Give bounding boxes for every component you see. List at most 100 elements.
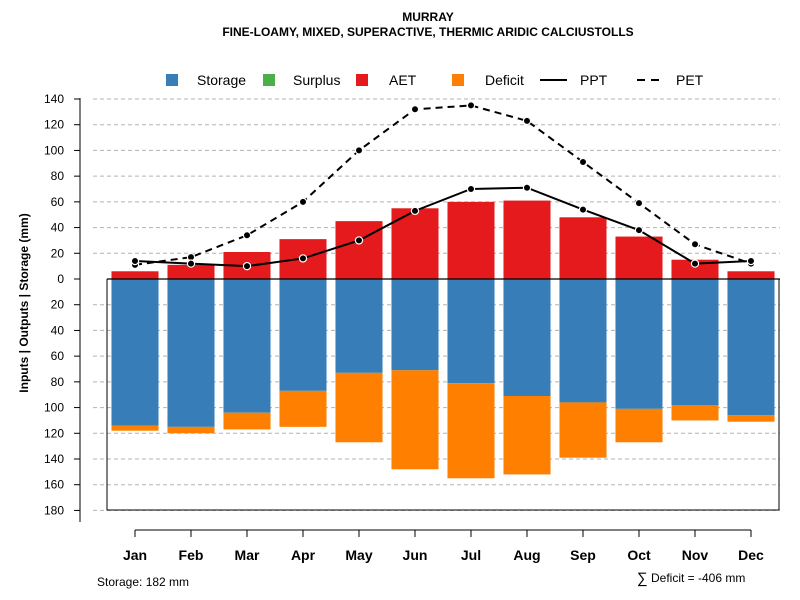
storage-bar-aug [503, 279, 551, 396]
aet-bar-aug [503, 200, 551, 279]
storage-bar-mar [223, 279, 271, 413]
storage-bar-oct [615, 279, 663, 409]
storage-bar-feb [167, 279, 215, 427]
deficit-bar-oct [615, 408, 663, 443]
x-tick-label-aug: Aug [513, 547, 540, 563]
pet-point [410, 105, 420, 114]
y-tick-label: 20 [51, 246, 65, 260]
aet-bar-jan [111, 271, 159, 279]
y-tick-label: 60 [51, 349, 65, 363]
deficit-bar-may [335, 372, 383, 443]
pet-point [522, 116, 532, 126]
storage-bar-jan [111, 279, 159, 426]
aet-bar-may [335, 221, 383, 279]
ppt-point [466, 184, 476, 194]
ppt-point [186, 259, 196, 268]
aet-bar-nov [671, 259, 719, 279]
y-tick-label: 80 [51, 375, 65, 389]
bars-group [111, 200, 775, 479]
y-tick-label: 40 [51, 221, 65, 235]
y-tick-label: 60 [51, 195, 65, 209]
deficit-bar-sep [559, 402, 607, 458]
y-axis-label: Inputs | Outputs | Storage (mm) [17, 213, 31, 392]
y-tick-label: 0 [57, 272, 64, 286]
pet-point [578, 157, 588, 167]
pet-point [634, 198, 644, 208]
legend-label-ppt: PPT [580, 72, 608, 88]
ppt-point [354, 236, 364, 245]
legend-label-deficit: Deficit [485, 72, 524, 88]
y-tick-label: 120 [44, 426, 64, 440]
x-tick-label-oct: Oct [627, 547, 651, 563]
pet-point [690, 240, 700, 249]
pet-point [298, 197, 308, 207]
y-tick-label: 80 [51, 169, 65, 183]
legend-swatch-storage [166, 74, 178, 86]
y-tick-label: 20 [51, 298, 65, 312]
ppt-point [298, 254, 308, 263]
x-tick-label-nov: Nov [682, 547, 709, 563]
storage-bar-may [335, 279, 383, 373]
ppt-point [130, 256, 140, 266]
deficit-bar-jan [111, 425, 159, 431]
y-tick-label: 100 [44, 143, 64, 157]
storage-bar-sep [559, 279, 607, 403]
ppt-point [242, 261, 252, 271]
x-tick-label-feb: Feb [179, 547, 204, 563]
y-tick-label: 140 [44, 452, 64, 466]
deficit-bar-aug [503, 395, 551, 475]
storage-capacity-frame [106, 279, 780, 511]
aet-bar-oct [615, 236, 663, 279]
aet-bar-sep [559, 217, 607, 279]
y-tick-label: 40 [51, 323, 65, 337]
ppt-point [410, 206, 420, 216]
axes-group: 140 120 100 80 60 40 20 0 20 40 60 80 100 120 140 160 18… [44, 92, 780, 563]
deficit-bar-nov [671, 404, 719, 421]
ppt-point [578, 205, 588, 214]
storage-bar-dec [727, 279, 775, 416]
deficit-bar-feb [167, 426, 215, 434]
lines-group [130, 101, 756, 271]
x-tick-label-sep: Sep [570, 547, 596, 563]
storage-bar-nov [671, 279, 719, 405]
chart-subtitle: FINE-LOAMY, MIXED, SUPERACTIVE, THERMIC … [222, 25, 633, 39]
x-tick-label-jan: Jan [123, 547, 147, 563]
ppt-point [522, 183, 532, 192]
deficit-total-label: Deficit = -406 mm [651, 571, 745, 585]
deficit-bar-jun [391, 370, 439, 470]
deficit-bar-jul [447, 383, 495, 479]
pet-point [354, 146, 364, 155]
legend-swatch-surplus [263, 74, 275, 86]
x-tick-label-may: May [345, 547, 372, 563]
storage-total-label: Storage: 182 mm [97, 575, 189, 589]
ppt-point [634, 225, 644, 235]
chart-legend: Storage Surplus AET Deficit PPT PET [166, 72, 704, 88]
legend-label-aet: AET [389, 72, 417, 88]
deficit-bar-apr [279, 390, 327, 427]
pet-point [242, 231, 252, 240]
pet-line [134, 104, 752, 266]
deficit-bar-mar [223, 412, 271, 430]
y-tick-label: 160 [44, 478, 64, 492]
y-tick-label: 100 [44, 401, 64, 415]
storage-bar-jun [391, 279, 439, 371]
legend-swatch-deficit [452, 74, 464, 86]
storage-bar-apr [279, 279, 327, 391]
deficit-bar-dec [727, 415, 775, 422]
x-tick-label-mar: Mar [235, 547, 260, 563]
storage-bar-jul [447, 279, 495, 384]
deficit-sum-icon: ∑ [637, 570, 648, 587]
aet-bar-dec [727, 271, 775, 279]
aet-bar-feb [167, 264, 215, 279]
chart-title: MURRAY [402, 10, 454, 24]
y-tick-label: 180 [44, 503, 64, 517]
legend-label-surplus: Surplus [293, 72, 340, 88]
ppt-line [134, 186, 752, 268]
legend-swatch-aet [356, 74, 368, 86]
y-tick-label: 120 [44, 118, 64, 132]
legend-label-storage: Storage [197, 72, 246, 88]
x-tick-label-apr: Apr [291, 547, 316, 563]
ppt-point [746, 256, 756, 266]
ppt-point [690, 259, 700, 268]
